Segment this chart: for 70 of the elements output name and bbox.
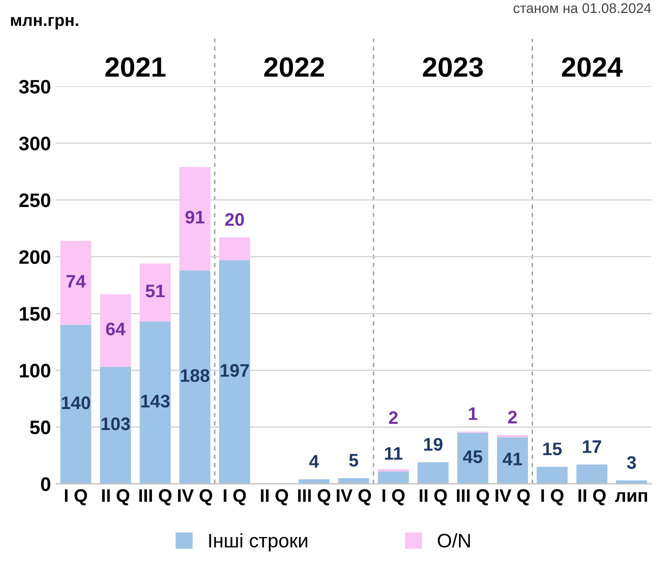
data-label: 143 xyxy=(141,394,170,408)
text: 2023 xyxy=(422,57,483,77)
bar xyxy=(496,437,528,484)
bar xyxy=(219,260,250,484)
data-label: 2 xyxy=(388,411,398,424)
data-label: 3 xyxy=(626,456,636,469)
x-tick-label: III Q xyxy=(298,489,330,506)
data-label: 45 xyxy=(463,450,482,464)
y-tick-label: 150 xyxy=(20,306,50,321)
data-label: 140 xyxy=(62,396,90,410)
data-label: 2 xyxy=(508,410,517,424)
data-label: 188 xyxy=(180,369,210,382)
bar xyxy=(60,240,92,325)
bar xyxy=(179,167,210,270)
x-tick-label: II Q xyxy=(260,489,288,506)
data-label: 11 xyxy=(384,447,402,460)
bar xyxy=(219,237,250,260)
bar xyxy=(338,478,370,484)
x-tick-label: II Q xyxy=(420,489,447,506)
text: 2021 xyxy=(105,57,166,77)
bar xyxy=(536,466,568,484)
y-tick-label: 250 xyxy=(19,193,50,208)
data-label: 41 xyxy=(502,452,522,466)
data-label: 19 xyxy=(424,438,442,451)
data-label: 103 xyxy=(102,417,130,430)
y-axis-title: млн.грн. xyxy=(11,16,78,30)
x-tick-label: IV Q xyxy=(496,489,530,506)
data-label: 64 xyxy=(106,322,126,336)
x-tick-label: I Q xyxy=(541,489,564,506)
x-tick-label: IV Q xyxy=(178,489,212,506)
y-tick-label: 50 xyxy=(30,420,50,434)
legend-label: Інші строки xyxy=(209,533,308,552)
data-label: 1 xyxy=(468,407,478,420)
x-tick-label: лип xyxy=(615,492,648,502)
y-tick-label: 100 xyxy=(20,364,50,378)
bar xyxy=(378,471,409,484)
text: 2024 xyxy=(562,57,623,77)
x-tick-label: III Q xyxy=(456,489,490,506)
data-label: 197 xyxy=(220,364,249,377)
data-label: 91 xyxy=(185,210,204,224)
legend-label: O/N xyxy=(438,533,470,548)
x-tick-label: I Q xyxy=(224,489,246,506)
bar xyxy=(100,294,131,367)
y-tick-label: 200 xyxy=(19,250,50,264)
bar xyxy=(179,270,210,484)
bar xyxy=(140,264,171,322)
bar xyxy=(60,324,92,484)
x-tick-label: I Q xyxy=(64,489,88,506)
y-tick-label: 350 xyxy=(19,80,50,94)
text: 2022 xyxy=(264,57,324,77)
x-tick-label: IV Q xyxy=(336,489,371,506)
x-tick-label: II Q xyxy=(102,489,130,506)
x-tick-label: I Q xyxy=(382,489,405,506)
bar xyxy=(457,432,488,484)
y-tick-label: 0 xyxy=(41,477,50,492)
data-label: 4 xyxy=(309,455,319,468)
y-tick-label: 300 xyxy=(19,136,50,150)
data-label: 74 xyxy=(66,275,86,288)
data-label: 17 xyxy=(582,440,602,453)
data-label: 51 xyxy=(146,284,165,298)
data-label: 5 xyxy=(349,454,358,467)
bar xyxy=(576,464,608,484)
text: станом на 01.08.2024 xyxy=(514,3,652,14)
bar xyxy=(418,462,449,484)
data-label: 20 xyxy=(225,213,244,226)
bar xyxy=(100,366,131,484)
x-tick-label: II Q xyxy=(578,489,606,506)
bar xyxy=(140,321,171,484)
x-tick-label: III Q xyxy=(139,489,172,506)
data-label: 15 xyxy=(543,442,562,456)
